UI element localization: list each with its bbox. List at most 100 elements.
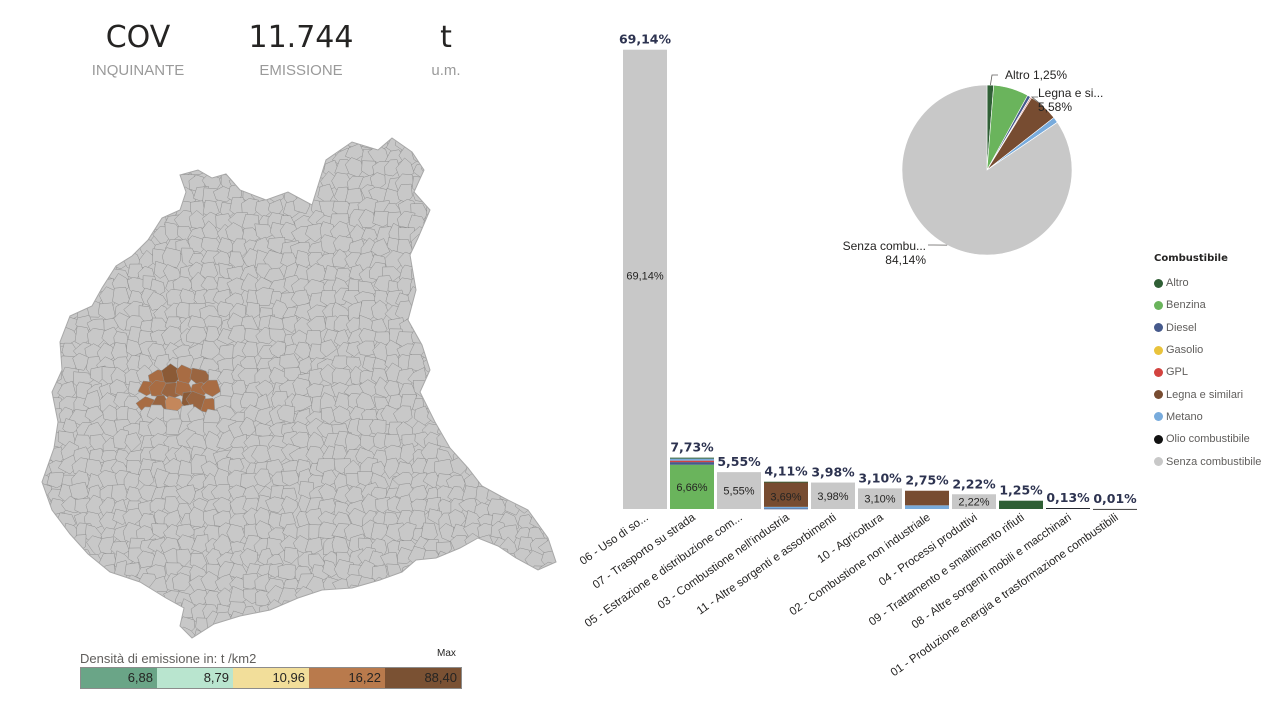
bar-segment[interactable] xyxy=(905,490,949,506)
municipality[interactable] xyxy=(425,146,446,168)
municipality[interactable] xyxy=(454,575,472,597)
municipality[interactable] xyxy=(34,161,53,179)
municipality[interactable] xyxy=(269,145,290,165)
municipality[interactable] xyxy=(503,199,524,215)
municipality[interactable] xyxy=(476,317,494,337)
municipality[interactable] xyxy=(59,548,78,566)
municipality[interactable] xyxy=(423,600,441,618)
municipality[interactable] xyxy=(244,130,261,137)
municipality[interactable] xyxy=(437,159,455,178)
pie-slice[interactable] xyxy=(901,84,1073,256)
municipality[interactable] xyxy=(515,241,538,261)
municipality[interactable] xyxy=(231,130,247,143)
legend-item[interactable]: GPL xyxy=(1154,361,1274,383)
municipality[interactable] xyxy=(30,130,37,141)
municipality[interactable] xyxy=(479,564,498,586)
municipality[interactable] xyxy=(434,213,451,232)
municipality[interactable] xyxy=(385,612,406,633)
municipality[interactable] xyxy=(283,546,299,564)
municipality[interactable] xyxy=(266,616,286,637)
municipality[interactable] xyxy=(528,613,550,633)
municipality[interactable] xyxy=(30,497,39,516)
municipality[interactable] xyxy=(512,130,532,140)
municipality[interactable] xyxy=(487,160,510,181)
municipality[interactable] xyxy=(527,130,547,140)
municipality[interactable] xyxy=(111,590,132,607)
municipality[interactable] xyxy=(437,562,455,583)
municipality[interactable] xyxy=(476,276,497,295)
municipality[interactable] xyxy=(432,624,451,644)
municipality[interactable] xyxy=(525,631,547,648)
municipality[interactable] xyxy=(226,135,248,154)
municipality[interactable] xyxy=(408,130,426,136)
municipality[interactable] xyxy=(487,468,510,487)
municipality[interactable] xyxy=(343,130,362,139)
municipality[interactable] xyxy=(191,534,209,554)
municipality[interactable] xyxy=(512,251,533,271)
municipality[interactable] xyxy=(126,130,144,136)
municipality[interactable] xyxy=(502,443,520,464)
municipality[interactable] xyxy=(62,277,82,297)
municipality[interactable] xyxy=(475,130,494,139)
municipality[interactable] xyxy=(515,369,535,389)
municipality[interactable] xyxy=(487,411,508,427)
municipality[interactable] xyxy=(475,381,494,399)
municipality[interactable] xyxy=(488,573,508,592)
municipality[interactable] xyxy=(475,306,493,325)
municipality[interactable] xyxy=(32,526,53,546)
municipality[interactable] xyxy=(56,286,79,305)
municipality[interactable] xyxy=(531,287,547,307)
municipality[interactable] xyxy=(513,305,531,325)
municipality[interactable] xyxy=(499,590,518,609)
municipality[interactable] xyxy=(167,133,186,152)
municipality[interactable] xyxy=(149,443,170,462)
municipality[interactable] xyxy=(189,130,207,142)
legend-item[interactable]: Gasolio xyxy=(1154,339,1274,361)
municipality[interactable] xyxy=(83,586,101,607)
municipality[interactable] xyxy=(398,130,419,142)
municipality[interactable] xyxy=(293,175,312,191)
municipality[interactable] xyxy=(161,247,181,268)
municipality[interactable] xyxy=(335,615,354,632)
municipality[interactable] xyxy=(543,160,561,178)
municipality[interactable] xyxy=(36,560,54,579)
municipality[interactable] xyxy=(434,341,452,361)
municipality[interactable] xyxy=(86,224,105,245)
municipality[interactable] xyxy=(45,313,66,332)
municipality[interactable] xyxy=(490,318,508,338)
municipality[interactable] xyxy=(173,134,193,152)
municipality[interactable] xyxy=(214,144,234,165)
municipality[interactable] xyxy=(33,252,48,272)
municipality[interactable] xyxy=(281,470,301,487)
municipality[interactable] xyxy=(164,185,183,204)
municipality[interactable] xyxy=(472,628,493,644)
municipality[interactable] xyxy=(361,600,382,621)
bar-segment[interactable] xyxy=(764,508,808,510)
municipality[interactable] xyxy=(309,593,331,609)
municipality[interactable] xyxy=(438,130,457,141)
municipality[interactable] xyxy=(424,591,445,609)
municipality[interactable] xyxy=(30,303,43,324)
municipality[interactable] xyxy=(271,138,290,157)
municipality[interactable] xyxy=(452,601,471,619)
municipality[interactable] xyxy=(543,366,559,388)
municipality[interactable] xyxy=(527,328,547,348)
municipality[interactable] xyxy=(60,225,77,244)
municipality[interactable] xyxy=(411,132,430,155)
municipality[interactable] xyxy=(32,130,50,139)
municipality[interactable] xyxy=(490,338,509,359)
bar-segment[interactable] xyxy=(764,481,808,483)
municipality[interactable] xyxy=(36,291,56,308)
municipality[interactable] xyxy=(30,460,39,477)
municipality[interactable] xyxy=(242,135,264,153)
municipality[interactable] xyxy=(50,130,70,141)
municipality[interactable] xyxy=(46,537,68,556)
municipality[interactable] xyxy=(59,627,80,647)
municipality[interactable] xyxy=(518,587,538,606)
legend-item[interactable]: Senza combustibile xyxy=(1154,450,1274,472)
municipality[interactable] xyxy=(59,602,76,618)
municipality[interactable] xyxy=(61,236,81,256)
municipality[interactable] xyxy=(74,248,92,269)
municipality[interactable] xyxy=(162,628,183,647)
municipality[interactable] xyxy=(30,143,44,166)
